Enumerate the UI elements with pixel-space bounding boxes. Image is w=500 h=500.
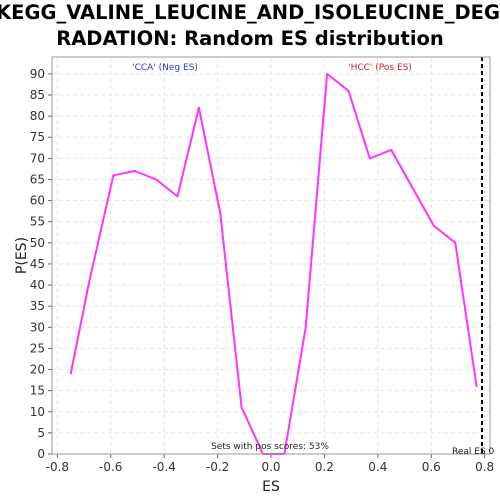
x-axis-title: ES [262, 479, 280, 495]
y-tick-label: 10 [30, 405, 45, 419]
y-tick-label: 85 [30, 88, 45, 102]
data-point [155, 178, 157, 181]
y-tick-label: 5 [37, 426, 45, 440]
pos-scores-note: Sets with pos scores: 53% [211, 442, 329, 452]
plot-frame [51, 56, 491, 455]
y-tick-label: 80 [30, 109, 45, 123]
y-tick-label: 15 [30, 384, 45, 398]
data-point [433, 225, 435, 227]
data-point [219, 212, 222, 215]
data-point [69, 372, 72, 375]
x-tick-label: 0.8 [475, 460, 494, 474]
x-tick-label: 0.6 [422, 460, 441, 474]
y-tick-label: 75 [30, 130, 45, 144]
y-tick-label: 50 [30, 236, 45, 250]
y-axis-title: P(ES) [14, 237, 30, 274]
chart-title-line-2: RADATION: Random ES distribution [56, 27, 444, 50]
grid-layer [52, 57, 490, 455]
y-tick-label: 60 [30, 194, 45, 208]
y-tick-label: 40 [30, 278, 45, 292]
data-point [454, 242, 457, 244]
chart-title-line-1: KEGG_VALINE_LEUCINE_AND_ISOLEUCINE_DEG [0, 1, 500, 24]
x-tick-label: -0.4 [152, 460, 175, 474]
data-point [347, 89, 350, 92]
y-tick-label: 0 [37, 447, 45, 461]
data-point [304, 326, 307, 329]
pos-es-label: 'HCC' (Pos ES) [348, 63, 412, 73]
real-es-label: Real ES 0 [452, 447, 495, 457]
x-tick-label: 0.2 [315, 460, 334, 474]
y-tick-label: 25 [30, 341, 45, 355]
data-point [198, 106, 200, 109]
tick-layer: 0 5 10 15 20 25 30 35 40 45 50 55 60 65 70 75 80 85 90 -0.8… [30, 67, 494, 474]
x-tick-label: -0.2 [206, 460, 229, 474]
data-point [240, 406, 243, 409]
y-tick-label: 90 [30, 67, 45, 81]
y-tick-label: 35 [30, 299, 45, 313]
x-tick-label: -0.8 [46, 460, 69, 474]
y-tick-label: 55 [30, 215, 45, 229]
data-point [133, 170, 136, 172]
x-tick-label: -0.6 [99, 460, 122, 474]
data-point [475, 385, 478, 388]
data-point [88, 280, 91, 282]
x-tick-label: 0.0 [261, 460, 280, 474]
x-tick-label: 0.4 [368, 460, 387, 474]
y-tick-label: 30 [30, 320, 45, 334]
y-tick-label: 70 [30, 151, 45, 165]
y-tick-label: 65 [30, 172, 45, 186]
neg-es-label: 'CCA' (Neg ES) [132, 63, 198, 73]
data-point [176, 195, 179, 198]
data-point [390, 149, 392, 151]
y-tick-label: 45 [30, 257, 45, 271]
y-tick-label: 20 [30, 363, 45, 377]
data-point [369, 157, 371, 160]
data-point [411, 187, 414, 189]
data-point [112, 174, 115, 177]
data-point [326, 73, 328, 75]
